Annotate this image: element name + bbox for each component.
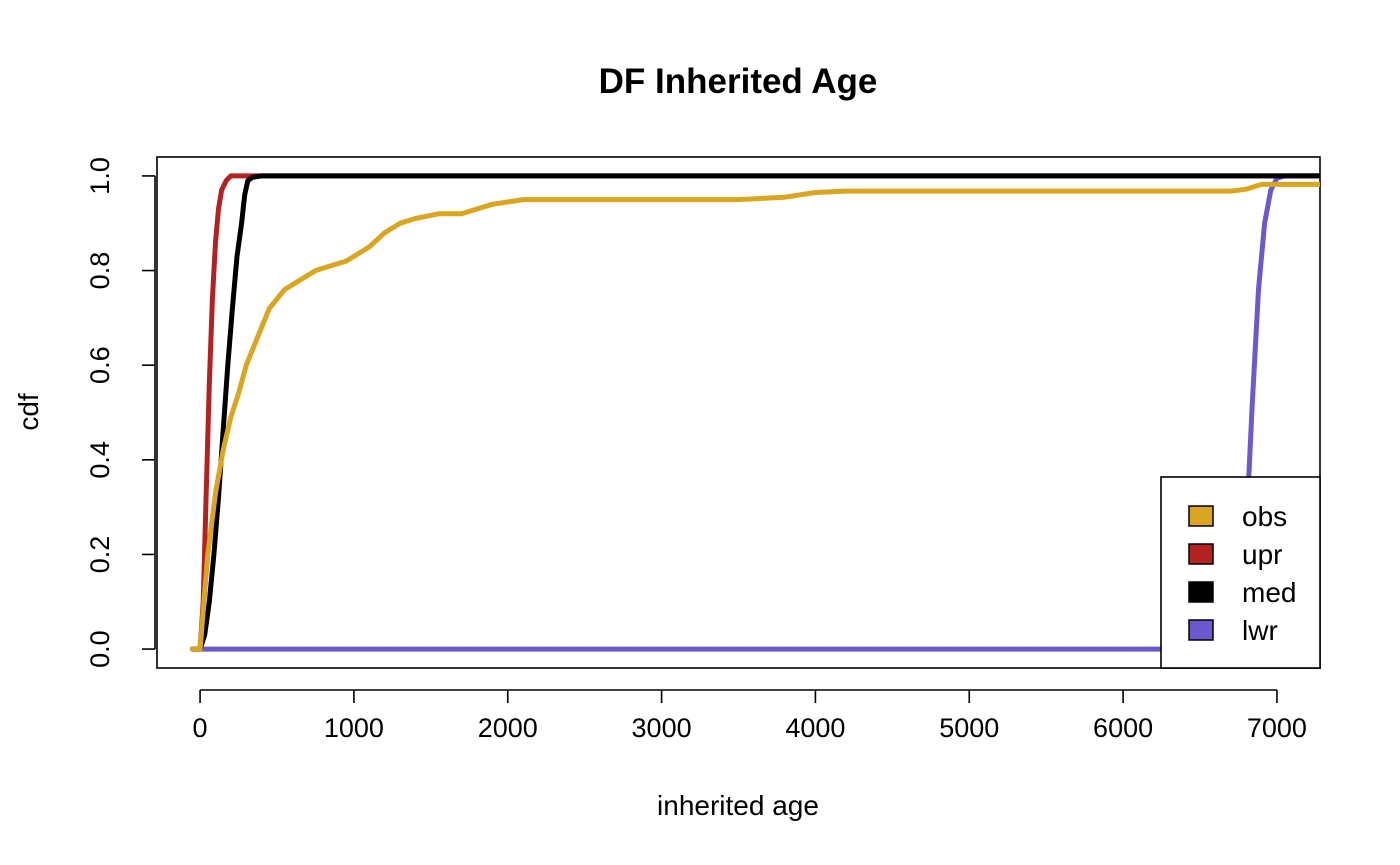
legend-label-obs: obs [1242,501,1287,532]
series-layer [189,173,1320,652]
legend-label-med: med [1242,577,1296,608]
legend-swatch-obs [1188,505,1214,527]
x-tick-label: 0 [193,713,208,743]
legend-swatch-lwr [1188,619,1214,641]
legend-swatch-upr [1188,543,1214,565]
y-tick-label: 0.4 [85,441,115,479]
series-line-obs [189,181,1320,652]
y-axis: 0.0 0.2 0.4 0.6 0.8 1.0 [85,157,156,668]
x-tick-label: 3000 [632,713,692,743]
y-tick-label: 0.8 [85,252,115,290]
chart-title: DF Inherited Age [599,62,878,101]
x-tick-label: 4000 [785,713,845,743]
series-line-upr [189,173,1320,652]
y-tick-label: 0.2 [85,536,115,574]
legend-label-upr: upr [1242,539,1282,570]
x-tick-label: 1000 [324,713,384,743]
y-axis-label: cdf [13,393,44,431]
legend-box [1160,476,1321,669]
legend-label-lwr: lwr [1242,615,1278,646]
x-tick-label: 6000 [1093,713,1153,743]
x-tick-label: 2000 [478,713,538,743]
x-axis-label: inherited age [657,790,819,821]
y-tick-label: 1.0 [85,157,115,195]
series-line-lwr [189,173,1320,652]
x-tick-label: 7000 [1247,713,1307,743]
y-tick-label: 0.0 [85,630,115,668]
legend: obs upr med lwr [1160,476,1321,669]
legend-swatch-med [1188,581,1214,603]
x-tick-label: 5000 [939,713,999,743]
plot-frame [156,156,1321,669]
series-line-med [189,173,1320,652]
y-tick-label: 0.6 [85,346,115,384]
x-axis: 0 1000 2000 3000 4000 5000 6000 7000 [193,689,1307,743]
